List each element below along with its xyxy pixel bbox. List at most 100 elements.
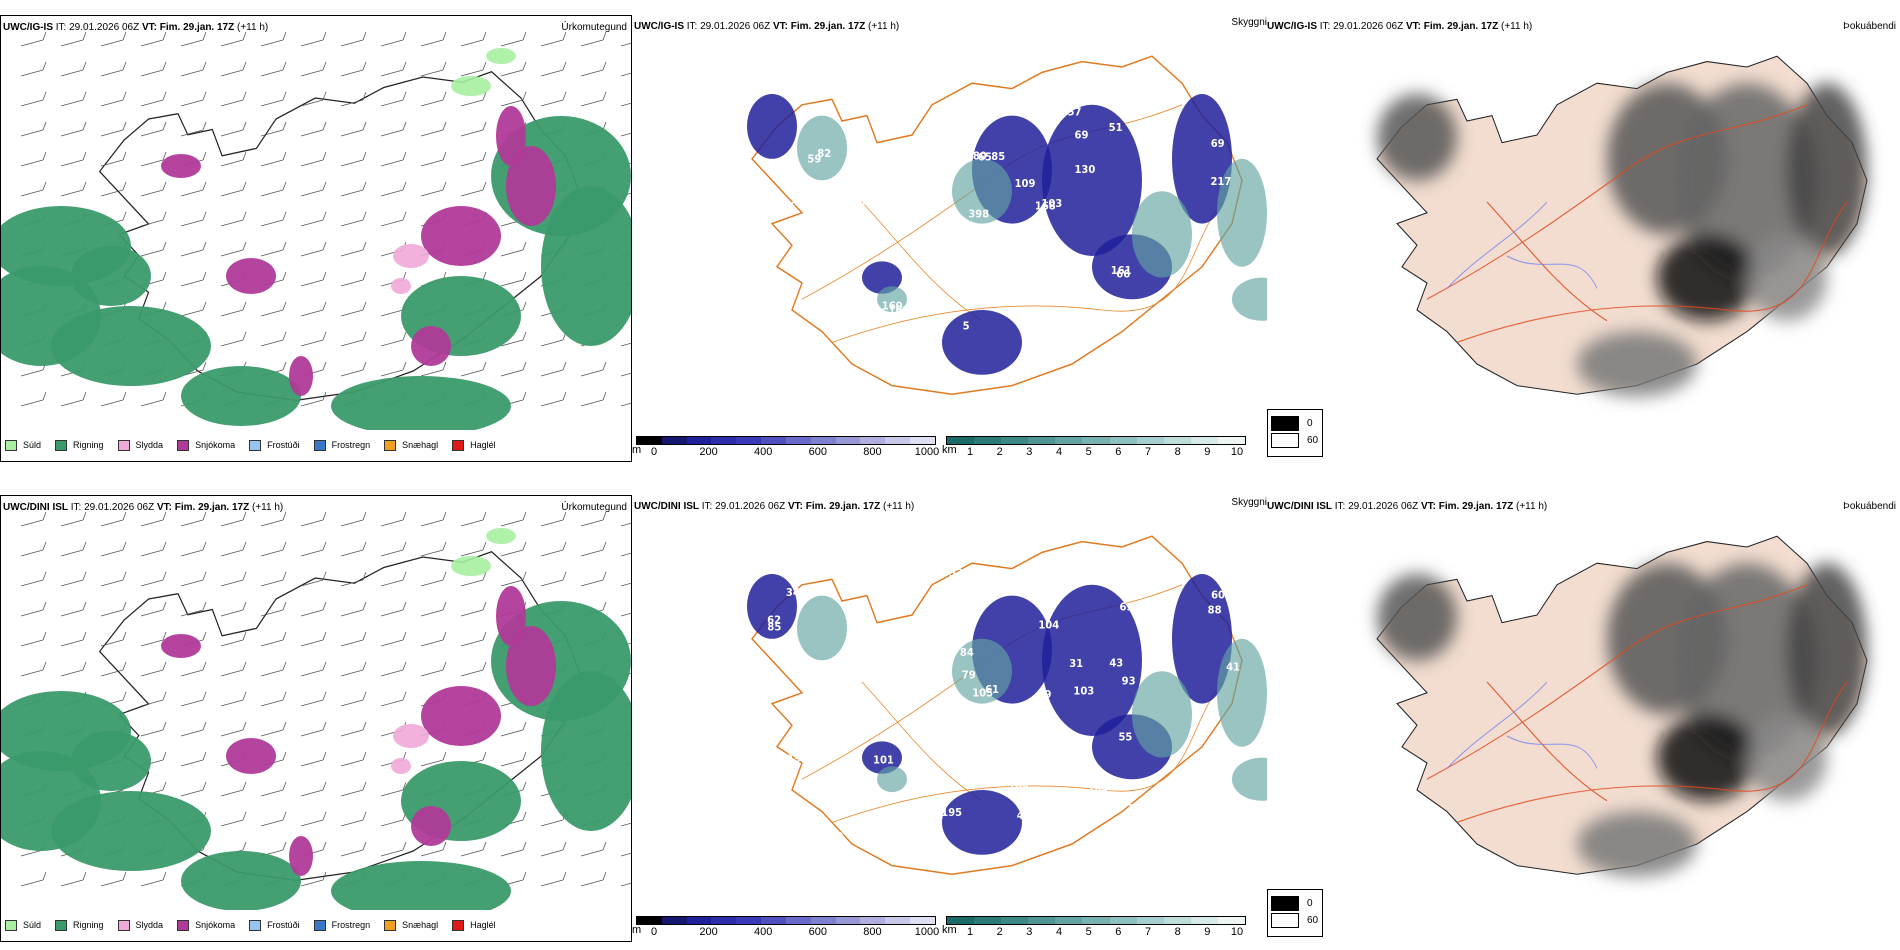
precip-legend-item: Snæhagl	[384, 439, 438, 451]
colorbar-tick: 3	[1026, 446, 1033, 458]
colorbar-cell	[785, 437, 811, 444]
legend-swatch	[117, 439, 130, 451]
valid-time: Fim. 29.jan. 17Z	[1423, 21, 1499, 32]
cloud-base-value: 43	[850, 572, 864, 584]
legend-swatch	[313, 439, 326, 451]
colorbar-cell	[835, 437, 861, 444]
cloud-base-value: 183	[790, 345, 811, 357]
colorbar-cell	[885, 917, 911, 924]
cloud-base-value: 52	[949, 567, 963, 579]
cloud-base-value: 121	[837, 99, 858, 111]
cloud-base-value: 168	[1035, 200, 1056, 212]
colorbar-cell	[1163, 917, 1191, 924]
cloud-base-value: 59	[807, 153, 821, 165]
colorbar-cell	[947, 917, 975, 924]
colorbar-tick: 9	[1204, 926, 1211, 938]
colorbar-cell	[1001, 437, 1029, 444]
cloud-base-value: 104	[1008, 781, 1029, 793]
cloud-base-value: 105	[972, 687, 993, 699]
cloud-base-value: 43	[1079, 266, 1093, 278]
cloud-base-value: 341	[786, 587, 807, 599]
legend-label: Frostregn	[331, 920, 371, 930]
cloud-base-value: 5	[963, 320, 970, 332]
cloud-base-value: 89	[921, 183, 935, 195]
init-time: IT: 29.01.2026 06Z	[686, 21, 771, 32]
colorbar-tick: 8	[1174, 926, 1181, 938]
fog-field	[1377, 83, 1867, 397]
cloud-base-value: 45	[785, 734, 799, 746]
panel-type-label: Skyggni	[1231, 17, 1267, 28]
legend-label: Rigning	[73, 920, 104, 930]
colorbar-cells	[636, 916, 936, 925]
cloud-base-value: 217	[1210, 176, 1231, 188]
legend-label: Frostregn	[331, 440, 371, 450]
colorbar-tick: 10	[1230, 926, 1244, 938]
lead-time: (+11 h)	[1516, 501, 1548, 512]
colorbar-cell	[736, 917, 762, 924]
colorbar-cell	[637, 437, 662, 444]
cloud-base-value: 47	[880, 353, 894, 365]
colorbar-tick: 800	[863, 446, 882, 458]
cloud-base-value: 180	[966, 150, 987, 162]
cloud-base-value: 120	[1025, 805, 1046, 817]
colorbar-cell	[860, 437, 886, 444]
cloud-base-value: 61	[985, 684, 999, 696]
colorbar-tick: 5	[1085, 446, 1092, 458]
cloud-base-value: 169	[889, 304, 910, 316]
legend-label: Slydda	[135, 440, 164, 450]
fog-legend-item: 60	[1271, 433, 1318, 448]
cloud-base-value: 60	[959, 768, 973, 780]
init-time: IT: 29.01.2026 06Z	[701, 501, 786, 512]
legend-swatch	[452, 919, 465, 931]
colorbar-cell	[974, 437, 1002, 444]
legend-swatch	[249, 439, 262, 451]
colorbar-cell	[1028, 917, 1056, 924]
fog-indicator-panel-top: UWC/IG-IS IT: 29.01.2026 06Z VT: Fim. 29…	[1267, 15, 1900, 462]
cloud-base-value: 55	[1045, 741, 1059, 753]
colorbar-cell	[637, 917, 662, 924]
precip-legend-item: Haglél	[452, 919, 496, 931]
colorbar-tick: 7	[1144, 446, 1152, 458]
cloud-base-value: 106	[775, 200, 796, 212]
precip-legend-item: Slydda	[117, 919, 164, 931]
colorbar-cell	[1136, 437, 1164, 444]
colorbar-cell	[686, 917, 712, 924]
legend-label: Súld	[23, 920, 42, 930]
legend-swatch	[1271, 433, 1299, 448]
cloud-base-value: 65	[978, 151, 992, 163]
fog-map-top	[1376, 55, 1868, 397]
cloud-base-value: 69	[1119, 601, 1133, 613]
colorbar-cells	[636, 436, 936, 445]
lead-time: (+11 h)	[868, 21, 900, 32]
legend-label: Slydda	[135, 920, 164, 930]
colorbar-unit: m	[632, 924, 642, 936]
lead-time: (+11 h)	[237, 22, 269, 33]
cloud-base-value: 85	[991, 151, 1005, 163]
valid-time: Fim. 29.jan. 17Z	[790, 21, 866, 32]
legend-label: 0	[1307, 898, 1313, 910]
init-time: IT: 29.01.2026 06Z	[1334, 501, 1419, 512]
legend-swatch	[452, 439, 465, 451]
colorbar-tick: 600	[808, 446, 827, 458]
legend-label: Frostúði	[267, 920, 300, 930]
fog-map-bottom	[1376, 535, 1868, 877]
colorbar-cell	[810, 437, 836, 444]
precip-legend-item: Frostúði	[249, 439, 300, 451]
colorbar-cell	[1163, 437, 1191, 444]
cloud-base-value: 60	[1211, 589, 1225, 601]
colorbar-cells	[946, 436, 1246, 445]
colorbar-cell	[910, 917, 935, 924]
cloud-base-value: 161	[1111, 264, 1132, 276]
colorbar-cell	[761, 437, 786, 444]
model-name: UWC/IG-IS	[1267, 21, 1317, 32]
precip-legend-item: Snjókoma	[177, 439, 235, 451]
colorbar-cell	[761, 917, 786, 924]
cloud-base-value: 54	[756, 685, 770, 697]
colorbar-tick: 6	[1115, 446, 1122, 458]
panel-type-label: Úrkomutegund	[561, 502, 627, 513]
cloud-base-value: 69	[1211, 138, 1225, 150]
panel-type-label: Skyggni	[1231, 497, 1267, 508]
colorbar-tick: 800	[863, 926, 882, 938]
colorbar-cell	[1190, 917, 1218, 924]
cloud-base-value: 11	[826, 302, 840, 314]
